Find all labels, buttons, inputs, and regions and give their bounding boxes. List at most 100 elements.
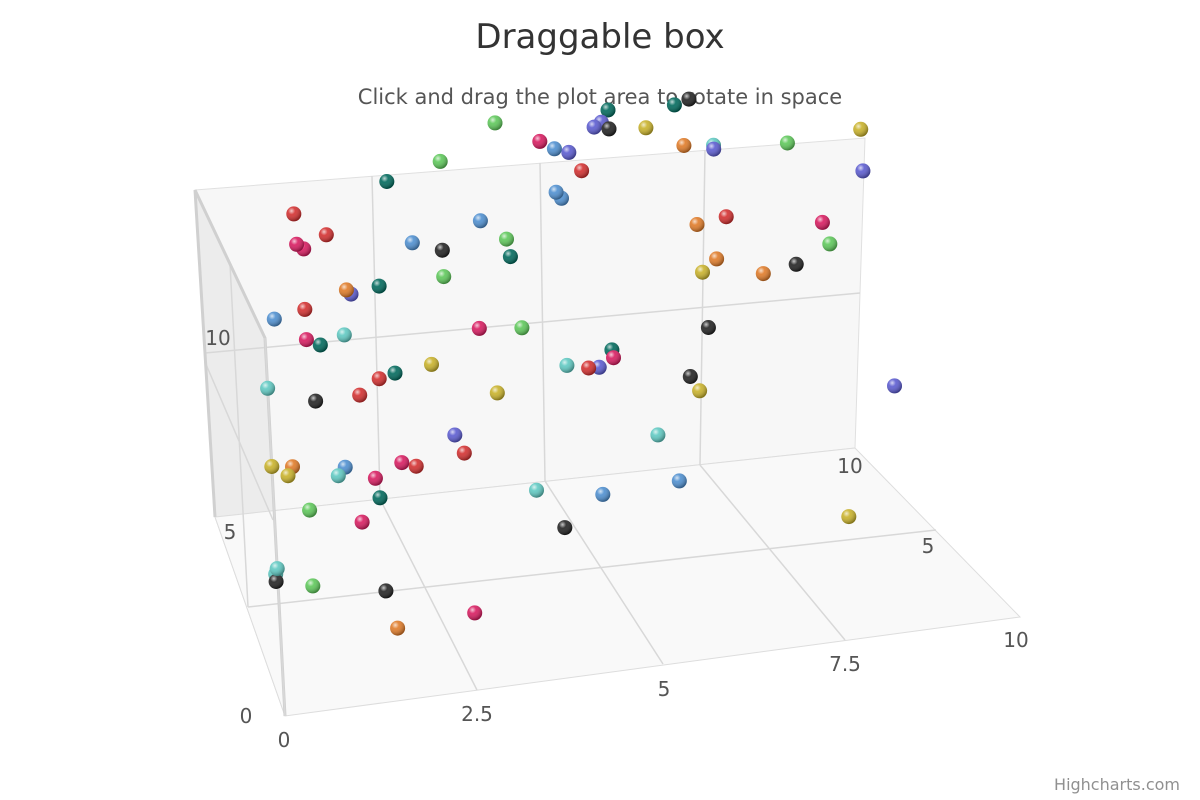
scatter-point[interactable] (394, 455, 410, 471)
scatter-point[interactable] (266, 311, 282, 327)
scatter-point[interactable] (709, 251, 725, 267)
scatter-point[interactable] (788, 256, 804, 272)
scatter-point-shine (298, 332, 314, 348)
scatter-point[interactable] (447, 427, 463, 443)
scatter-point[interactable] (434, 242, 450, 258)
scatter-point-shine (264, 459, 280, 474)
scatter-point[interactable] (312, 337, 328, 353)
scatter-point[interactable] (297, 301, 313, 317)
plot-box[interactable] (193, 137, 1022, 717)
scatter-point-shine (788, 256, 804, 272)
scatter-point[interactable] (467, 605, 483, 621)
scatter-point[interactable] (269, 561, 285, 577)
scatter-point[interactable] (280, 468, 296, 484)
scatter-point[interactable] (779, 135, 795, 151)
scatter-point[interactable] (682, 369, 698, 384)
scatter-point[interactable] (692, 383, 708, 399)
scatter-point[interactable] (338, 282, 354, 298)
scatter-point[interactable] (676, 138, 692, 153)
scatter-point[interactable] (408, 458, 424, 474)
scatter-point[interactable] (289, 236, 305, 252)
scatter-point[interactable] (841, 509, 857, 525)
scatter-point[interactable] (574, 163, 590, 179)
scatter-point[interactable] (354, 514, 370, 530)
scatter-point[interactable] (502, 249, 518, 265)
scatter-point[interactable] (706, 141, 722, 157)
scatter-point[interactable] (681, 91, 697, 107)
scatter-point[interactable] (855, 163, 871, 179)
scatter-point[interactable] (887, 378, 902, 394)
scatter-point[interactable] (471, 320, 487, 336)
scatter-point[interactable] (371, 278, 387, 294)
scatter-point[interactable] (650, 427, 666, 443)
scatter-point[interactable] (814, 214, 830, 230)
scatter-point[interactable] (367, 470, 383, 486)
scatter-point[interactable] (308, 393, 324, 409)
scatter-point[interactable] (561, 144, 577, 160)
scatter-point-shine (574, 163, 590, 179)
scatter-point[interactable] (600, 102, 616, 118)
z-tick-label: 5 (922, 534, 935, 558)
scatter-point[interactable] (472, 213, 488, 229)
scatter-point[interactable] (286, 206, 302, 222)
scatter-point[interactable] (529, 482, 544, 498)
scatter-point[interactable] (514, 320, 530, 336)
scatter-point[interactable] (559, 357, 575, 373)
scatter-point[interactable] (379, 174, 395, 189)
scatter-point[interactable] (305, 578, 321, 594)
scatter-point[interactable] (352, 387, 368, 403)
floor (214, 447, 1022, 717)
scatter-point[interactable] (546, 141, 562, 157)
floor-grid (544, 480, 664, 665)
scatter-point[interactable] (404, 235, 420, 251)
scatter-point-shine (302, 502, 318, 518)
scatter-point[interactable] (390, 620, 406, 636)
scatter-point-shine (394, 455, 410, 471)
scatter-point[interactable] (387, 365, 403, 381)
scatter-point[interactable] (718, 209, 734, 225)
scatter-point[interactable] (548, 184, 564, 200)
scatter-point[interactable] (260, 380, 276, 396)
scatter-point[interactable] (424, 356, 439, 372)
scatter-point[interactable] (755, 266, 771, 282)
scatter-point-shine (638, 120, 654, 136)
scatter-point[interactable] (695, 264, 710, 280)
scatter-point[interactable] (700, 320, 716, 335)
scatter-point[interactable] (432, 153, 448, 169)
credits-link[interactable]: Highcharts.com (1054, 775, 1180, 794)
scatter-point[interactable] (581, 360, 597, 376)
scatter-point-shine (676, 138, 692, 153)
scatter-point[interactable] (268, 574, 284, 589)
scatter-point[interactable] (595, 486, 611, 502)
scatter-point[interactable] (264, 459, 280, 474)
scatter-point[interactable] (638, 120, 654, 136)
scatter-point[interactable] (371, 371, 387, 387)
scatter-point[interactable] (487, 115, 503, 131)
scatter-point[interactable] (489, 385, 505, 401)
scatter-point[interactable] (302, 502, 318, 518)
scatter-point[interactable] (318, 227, 334, 243)
scatter-point[interactable] (853, 121, 869, 137)
scatter-point-shine (424, 356, 439, 372)
scatter-point[interactable] (557, 520, 573, 536)
scatter-point[interactable] (372, 490, 388, 506)
scatter-point[interactable] (532, 133, 548, 149)
scatter-point[interactable] (606, 350, 621, 366)
scatter-point[interactable] (499, 231, 514, 247)
scatter-point-shine (855, 163, 871, 179)
scatter-point[interactable] (298, 332, 314, 348)
scatter-point[interactable] (689, 217, 705, 232)
scatter-point[interactable] (671, 473, 687, 489)
scatter-point[interactable] (336, 327, 352, 343)
scatter-point[interactable] (456, 445, 472, 461)
scatter-point[interactable] (330, 468, 346, 484)
scatter-point[interactable] (586, 119, 602, 135)
scatter-point-shine (286, 206, 302, 222)
scatter-point[interactable] (378, 583, 394, 599)
scatter-point[interactable] (666, 97, 682, 113)
scatter-point-shine (354, 514, 370, 530)
scatter-point[interactable] (436, 269, 452, 285)
scatter-point[interactable] (822, 236, 838, 252)
scatter-point[interactable] (601, 121, 617, 137)
